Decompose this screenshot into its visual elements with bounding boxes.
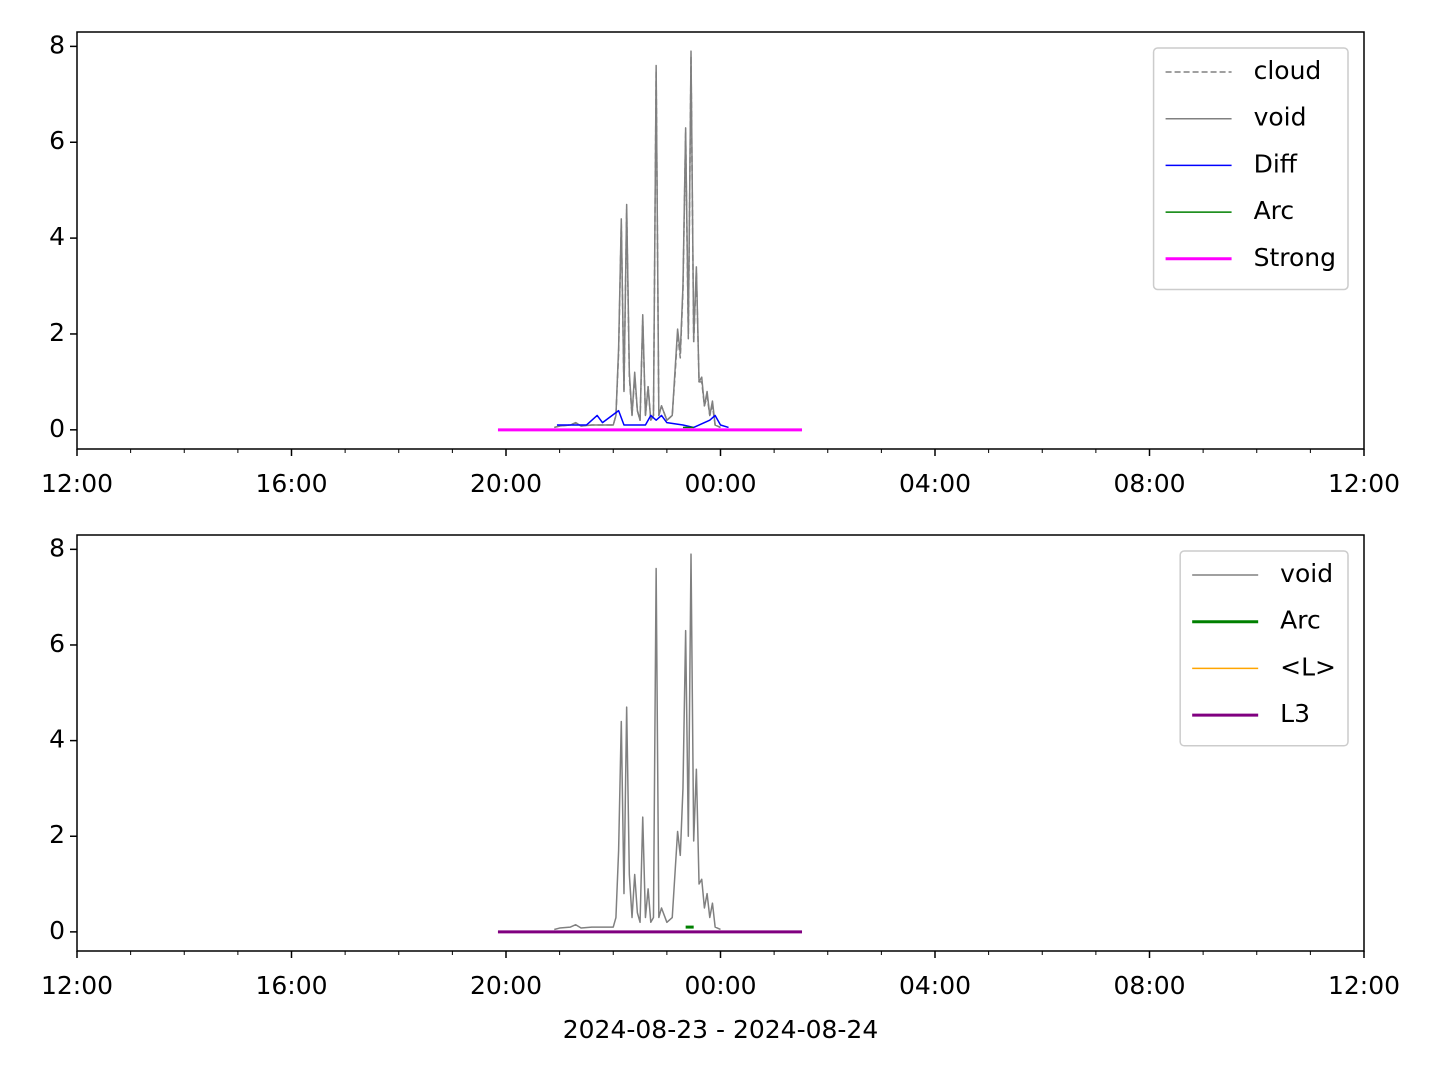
series-line — [556, 409, 729, 429]
x-tick-label: 08:00 — [1113, 971, 1185, 1000]
x-tick-label: 20:00 — [470, 971, 542, 1000]
legend-label: Diff — [1254, 149, 1298, 178]
legend-label: Strong — [1254, 243, 1336, 272]
x-tick-label: 00:00 — [684, 971, 756, 1000]
y-tick-label: 2 — [49, 820, 65, 849]
x-tick-label: 12:00 — [1328, 971, 1400, 1000]
x-tick-label: 12:00 — [41, 469, 113, 498]
x-axis-label: 2024-08-23 - 2024-08-24 — [563, 1015, 879, 1044]
series-line — [554, 50, 721, 429]
legend-label: Arc — [1254, 196, 1295, 225]
x-tick-label: 20:00 — [470, 469, 542, 498]
y-tick-label: 0 — [49, 916, 65, 945]
x-tick-label: 08:00 — [1113, 469, 1185, 498]
axes: 0 2 4 6 8 12:00 16:00 20:00 00:00 04:00 08:00 12:00… — [41, 533, 1400, 1044]
axes: 0 2 4 6 8 12:00 16:00 20:00 00:00 04:00 08:00 12:00… — [41, 30, 1400, 498]
x-tick-label: 04:00 — [899, 469, 971, 498]
legend-label: cloud — [1254, 56, 1322, 85]
x-tick-label: 16:00 — [255, 971, 327, 1000]
axes-frame — [76, 31, 1365, 450]
x-tick-label: 00:00 — [684, 469, 756, 498]
series-line — [554, 553, 721, 931]
legend-box — [1179, 550, 1349, 747]
legend-box — [1152, 47, 1349, 291]
y-tick-label: 6 — [49, 126, 65, 155]
y-tick-label: 4 — [49, 222, 65, 251]
legend-label: L3 — [1280, 699, 1310, 728]
legend-label: Arc — [1280, 606, 1321, 635]
legend-label: void — [1280, 559, 1333, 588]
x-tick-label: 12:00 — [41, 971, 113, 1000]
x-tick-label: 04:00 — [899, 971, 971, 1000]
y-tick-label: 4 — [49, 725, 65, 754]
legend-label: <L> — [1280, 652, 1336, 681]
y-tick-label: 2 — [49, 318, 65, 347]
y-tick-label: 6 — [49, 629, 65, 658]
legend: void Arc <L> L3 — [1179, 550, 1349, 747]
y-tick-label: 8 — [49, 533, 65, 562]
legend-label: void — [1254, 103, 1307, 132]
x-tick-label: 16:00 — [255, 469, 327, 498]
y-tick-label: 8 — [49, 30, 65, 59]
axes-frame — [76, 534, 1365, 952]
series-line — [554, 55, 721, 429]
legend: cloud void Diff Arc Strong — [1152, 47, 1349, 291]
x-tick-label: 12:00 — [1328, 469, 1400, 498]
y-tick-label: 0 — [49, 414, 65, 443]
